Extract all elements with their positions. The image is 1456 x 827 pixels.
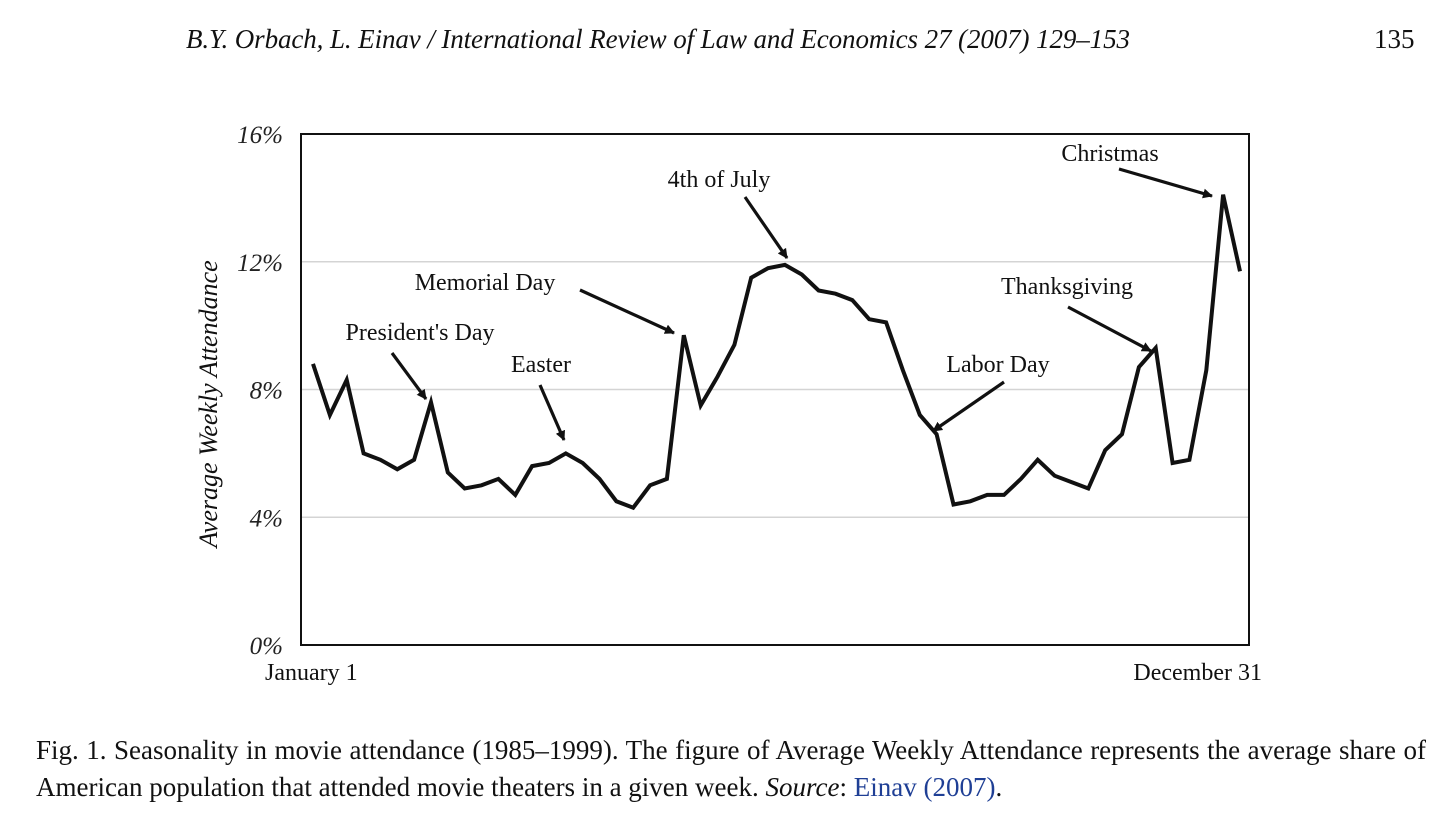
- source-separator: :: [839, 772, 854, 802]
- running-head: B.Y. Orbach, L. Einav / International Re…: [186, 24, 1130, 54]
- annotation-label-easter: Easter: [511, 352, 571, 378]
- axes: 0% 4% 8% 12% 16% January 1 December 31: [237, 122, 1262, 686]
- annotation-arrow-easter: [538, 384, 566, 441]
- annotation-label-4th-of-july: 4th of July: [668, 167, 771, 193]
- y-tick-label: 8%: [250, 378, 283, 405]
- x-start-label: January 1: [265, 660, 358, 686]
- y-axis-label: Average Weekly Attendance: [194, 260, 223, 549]
- caption-text: Seasonality in movie attendance (1985–19…: [36, 735, 1426, 802]
- annotation-arrow-4th-of-july: [743, 196, 789, 259]
- annotation-arrow-thanksgiving: [1067, 305, 1152, 353]
- citation-link[interactable]: Einav (2007): [853, 772, 996, 802]
- annotation-label-memorial-day: Memorial Day: [415, 270, 556, 296]
- y-tick-label: 4%: [250, 505, 283, 532]
- plot-frame: [300, 133, 1250, 646]
- y-tick-label: 16%: [237, 122, 283, 149]
- attendance-line-chart: 0% 4% 8% 12% 16% January 1 December 31 Preside…: [194, 122, 1262, 686]
- series-layer: [311, 194, 1242, 511]
- figure-caption: Fig. 1. Seasonality in movie attendance …: [36, 732, 1426, 806]
- annotation-arrow-christmas: [1118, 167, 1213, 199]
- gridlines: [301, 261, 1249, 518]
- annotations: President's Day Easter Memorial Day 4th of …: [346, 141, 1213, 441]
- annotation-arrow-president-s-day: [390, 352, 428, 400]
- annotation-label-thanksgiving: Thanksgiving: [1001, 274, 1133, 300]
- figure-1: 0% 4% 8% 12% 16% January 1 December 31 Preside…: [194, 122, 1262, 686]
- y-tick-label: 12%: [237, 250, 283, 277]
- y-tick-label: 0%: [250, 633, 283, 660]
- page-number: 135: [1374, 24, 1415, 54]
- annotation-label-labor-day: Labor Day: [946, 352, 1049, 378]
- figure-label: Fig. 1.: [36, 735, 107, 765]
- annotation-label-president-s-day: President's Day: [346, 320, 495, 346]
- x-end-label: December 31: [1133, 660, 1262, 686]
- annotation-label-christmas: Christmas: [1061, 141, 1158, 167]
- annotation-arrow-memorial-day: [579, 288, 675, 335]
- source-label: Source: [765, 772, 840, 802]
- attendance-series-line: [311, 194, 1242, 511]
- annotation-arrow-labor-day: [932, 380, 1005, 433]
- caption-end: .: [995, 772, 1003, 802]
